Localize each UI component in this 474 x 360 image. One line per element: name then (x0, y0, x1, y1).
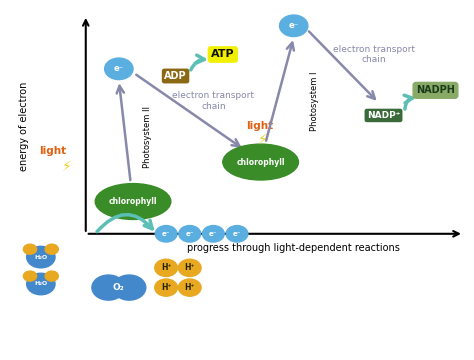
Ellipse shape (95, 184, 171, 220)
Text: chlorophyll: chlorophyll (109, 197, 157, 206)
Text: e⁻: e⁻ (185, 231, 194, 237)
FancyArrowPatch shape (404, 95, 412, 109)
Circle shape (202, 226, 224, 242)
Circle shape (92, 275, 125, 300)
Text: H⁺: H⁺ (161, 264, 172, 273)
Text: electron transport
chain: electron transport chain (333, 45, 415, 64)
Text: NADPH: NADPH (416, 85, 455, 95)
Circle shape (226, 226, 248, 242)
Text: H₂O: H₂O (34, 282, 47, 287)
Circle shape (178, 279, 201, 296)
Circle shape (179, 226, 201, 242)
Circle shape (280, 15, 308, 37)
Text: Photosystem II: Photosystem II (143, 106, 152, 168)
Text: e⁻: e⁻ (209, 231, 218, 237)
Text: energy of electron: energy of electron (19, 81, 29, 171)
Text: ⚡: ⚡ (62, 161, 72, 175)
Text: ATP: ATP (211, 49, 235, 59)
Circle shape (113, 275, 146, 300)
Text: ADP: ADP (164, 71, 187, 81)
Circle shape (155, 226, 177, 242)
Text: light: light (246, 121, 273, 131)
Text: H⁺: H⁺ (184, 283, 195, 292)
Text: e⁻: e⁻ (233, 231, 241, 237)
Text: ⚡: ⚡ (258, 134, 268, 148)
Circle shape (178, 259, 201, 276)
Text: H₂O: H₂O (34, 255, 47, 260)
Circle shape (45, 244, 58, 254)
Text: Photosystem I: Photosystem I (310, 71, 319, 131)
Circle shape (155, 259, 177, 276)
Text: light: light (39, 146, 66, 156)
Circle shape (105, 58, 133, 80)
Text: progress through light-dependent reactions: progress through light-dependent reactio… (187, 243, 400, 253)
Text: e⁻: e⁻ (289, 21, 299, 30)
Ellipse shape (223, 144, 299, 180)
Text: NADP⁺: NADP⁺ (367, 111, 400, 120)
Circle shape (23, 271, 36, 281)
Text: H⁺: H⁺ (161, 283, 172, 292)
Text: chlorophyll: chlorophyll (237, 158, 285, 167)
Circle shape (45, 271, 58, 281)
Text: e⁻: e⁻ (162, 231, 170, 237)
Text: H⁺: H⁺ (184, 264, 195, 273)
Circle shape (27, 246, 55, 268)
Text: e⁻: e⁻ (114, 64, 124, 73)
Text: O₂: O₂ (113, 283, 125, 292)
FancyArrowPatch shape (191, 55, 204, 70)
Circle shape (23, 244, 36, 254)
Circle shape (27, 273, 55, 295)
FancyArrowPatch shape (97, 215, 152, 232)
Circle shape (155, 279, 177, 296)
Text: electron transport
chain: electron transport chain (173, 91, 255, 111)
